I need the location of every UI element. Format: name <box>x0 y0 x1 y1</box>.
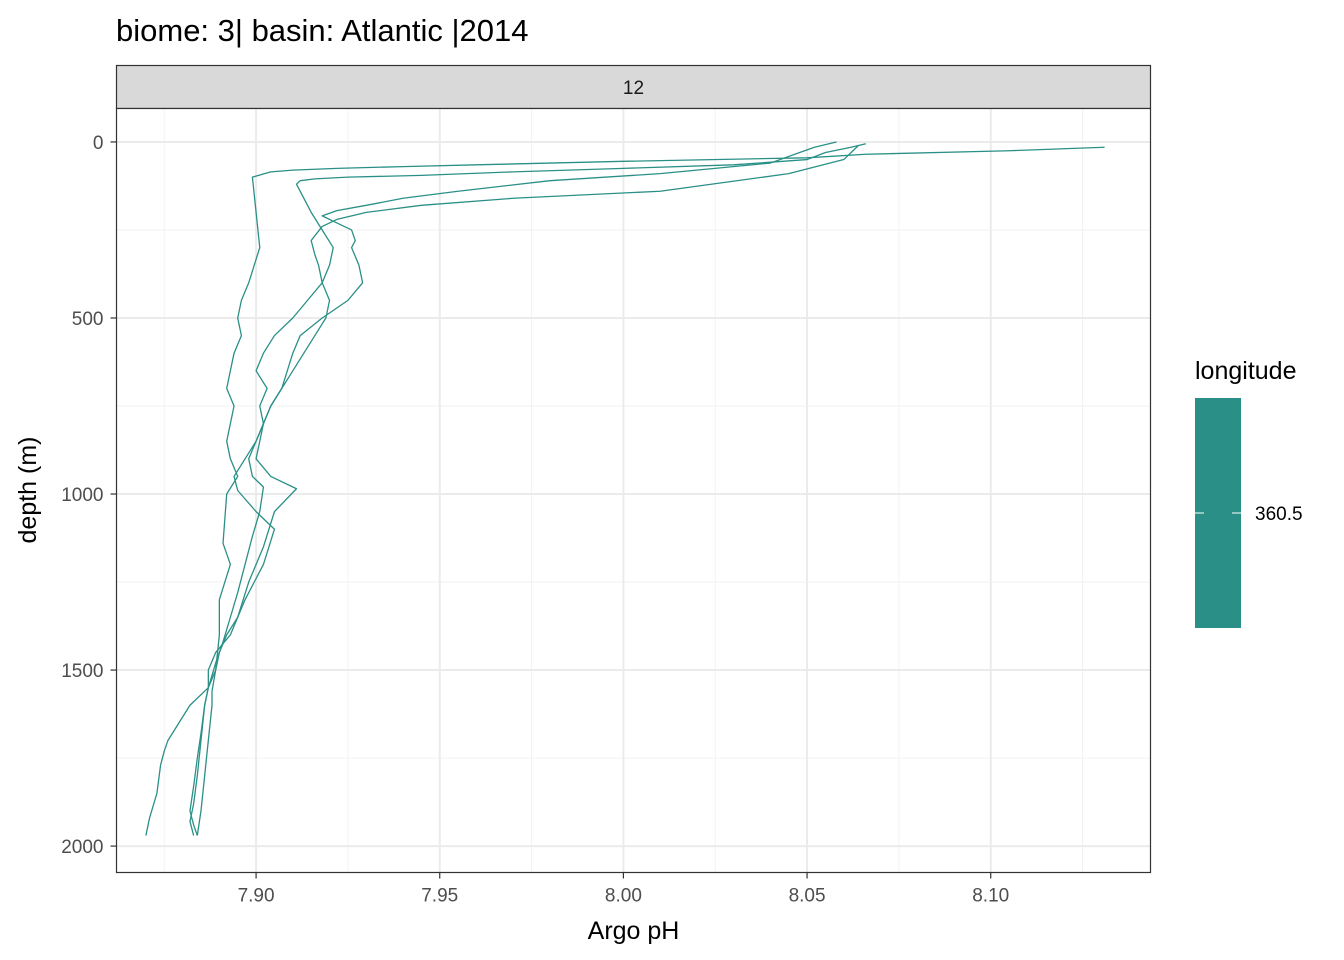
x-axis: 7.90 7.95 8.00 8.05 8.10 <box>238 872 1009 907</box>
x-tick-label: 7.95 <box>421 886 458 907</box>
y-tick-label: 0 <box>93 133 104 154</box>
y-tick-label: 2000 <box>61 837 103 858</box>
y-axis: 0 500 1000 1500 2000 <box>61 133 117 858</box>
chart-title: biome: 3| basin: Atlantic |2014 <box>116 13 528 48</box>
facet-strip-label: 12 <box>623 78 644 99</box>
series-layer <box>145 141 1105 836</box>
profile-line <box>189 145 859 836</box>
grid-major <box>116 108 1151 873</box>
x-tick-label: 8.05 <box>789 886 826 907</box>
y-axis-title: depth (m) <box>14 437 42 544</box>
y-tick-label: 1000 <box>61 485 103 506</box>
profile-line <box>196 143 866 836</box>
x-tick-label: 8.10 <box>972 886 1009 907</box>
x-axis-title: Argo pH <box>588 917 680 945</box>
legend-label: 360.5 <box>1255 504 1303 525</box>
plot-panel-border <box>115 107 1152 874</box>
plot-panel-background <box>116 108 1151 873</box>
profile-line <box>189 141 837 836</box>
legend-title: longitude <box>1195 357 1296 385</box>
facet-strip <box>115 64 1152 110</box>
x-tick-label: 7.90 <box>238 886 275 907</box>
x-tick-label: 8.00 <box>605 886 642 907</box>
grid-minor <box>116 108 1151 873</box>
profile-line <box>145 146 1105 836</box>
y-tick-label: 500 <box>72 309 104 330</box>
y-tick-label: 1500 <box>61 661 103 682</box>
